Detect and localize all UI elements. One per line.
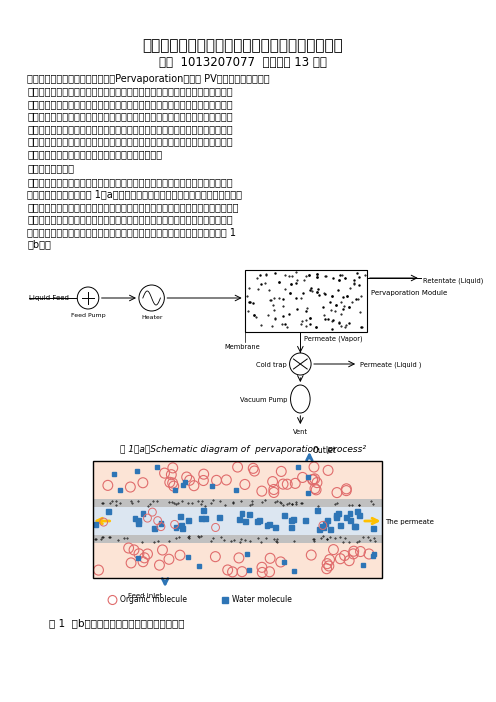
Bar [303,517,308,522]
Bar [248,512,252,517]
Text: 图 1（a）Schematic diagram of  pervaporation   process²: 图 1（a）Schematic diagram of pervaporation… [120,445,366,454]
Bar [328,526,333,531]
Bar [352,524,357,529]
Bar [357,512,362,517]
Bar [334,513,339,518]
Bar [93,543,381,578]
Bar [320,524,325,529]
Bar [316,527,321,532]
Text: 膜分离技术，以其高效、经济、安全、清洁等优点，在石油化工、医药、食品、: 膜分离技术，以其高效、经济、安全、清洁等优点，在石油化工、医药、食品、 [27,86,233,96]
Bar [136,517,141,522]
Text: The permeate: The permeate [385,519,434,525]
Bar [255,519,260,524]
Bar [289,517,294,523]
Bar [203,517,207,522]
Text: 滲透汽化是利用膜对液体混合物中各组分的溶解扩散性能的不同，实现组分: 滲透汽化是利用膜对液体混合物中各组分的溶解扩散性能的不同，实现组分 [27,177,233,187]
Bar [238,517,242,522]
Bar [344,515,349,519]
Text: Membrane: Membrane [225,344,260,350]
Bar [132,516,137,521]
Text: Heater: Heater [141,315,162,320]
Bar [152,526,157,531]
Text: Water molecule: Water molecule [232,595,292,604]
Bar [257,518,262,523]
Bar [282,512,287,517]
Text: 滲透汽化技术又称滲透蒸发（Pervaporation，简称 PV）技术作为一项新兴: 滲透汽化技术又称滲透蒸发（Pervaporation，简称 PV）技术作为一项新… [27,74,270,84]
Text: Pervaporation Module: Pervaporation Module [371,290,447,296]
Text: Outlet: Outlet [312,446,336,455]
Bar [240,511,245,516]
Bar [353,524,358,529]
Text: Permeate (Liquid ): Permeate (Liquid ) [360,362,422,369]
Text: 王雪  1013207077  化学工艺 13 级博: 王雪 1013207077 化学工艺 13 级博 [159,56,326,69]
Bar [159,521,163,526]
Bar [348,512,352,517]
Bar [93,461,381,578]
Bar [336,511,341,516]
Bar [178,514,183,519]
Text: 图 1  （b）有机溶剖脱水滲透汽化分离的原理: 图 1 （b）有机溶剖脱水滲透汽化分离的原理 [49,618,185,628]
Bar [106,509,111,514]
Bar [334,515,339,520]
Text: Vacuum Pump: Vacuum Pump [240,397,288,403]
Bar [245,270,367,332]
Text: Feed inlet: Feed inlet [128,593,162,599]
Bar [94,522,98,527]
Bar [93,499,381,507]
Text: 滲透汽化膜分离法在脱除汽油中有机硫化物的应用: 滲透汽化膜分离法在脱除汽油中有机硫化物的应用 [142,38,343,53]
Bar [291,517,296,522]
Bar [93,461,381,499]
Bar [140,511,145,516]
Bar [93,507,381,535]
Bar [371,526,376,531]
Bar [264,524,269,529]
Bar [289,525,294,530]
Text: Retentate (Liquid): Retentate (Liquid) [423,277,483,284]
Bar [315,508,319,512]
Bar [325,518,330,523]
Bar [338,523,343,528]
Text: 分离的一种膜过程，见图 1（a）。在滲透汽化过程中，料液侧（膜上游侧）通过: 分离的一种膜过程，见图 1（a）。在滲透汽化过程中，料液侧（膜上游侧）通过 [27,190,243,199]
Ellipse shape [291,385,310,413]
Text: Liquid Feed: Liquid Feed [29,295,69,301]
Text: 一、基本原理: 一、基本原理 [27,164,74,173]
Bar [174,525,179,530]
Circle shape [139,285,164,311]
Text: 在膜两侧组分分压差的推动下，各组分选择性地通过膜表面进行扩散，并在膜下: 在膜两侧组分分压差的推动下，各组分选择性地通过膜表面进行扩散，并在膜下 [27,215,233,225]
Text: 游侧汽化，最后通过冷凝的方式移出。有机溶剖脱水滲透汽化分离的原理见图 1: 游侧汽化，最后通过冷凝的方式移出。有机溶剖脱水滲透汽化分离的原理见图 1 [27,227,237,237]
Text: 难于完成的分离任务。它特别适用于蒸馏法难以分离或不能分离的近汸点、恒汸: 难于完成的分离任务。它特别适用于蒸馏法难以分离或不能分离的近汸点、恒汸 [27,124,233,134]
Circle shape [77,287,99,309]
Text: Feed Pump: Feed Pump [71,313,105,318]
Bar [136,521,140,526]
Bar [267,522,272,527]
Bar [355,509,360,514]
Bar [201,508,206,513]
Text: 加热提高待分离组分的分压，膜下游侧通常与真空泵相连，维持很低的组分分压，: 加热提高待分离组分的分压，膜下游侧通常与真空泵相连，维持很低的组分分压， [27,202,239,212]
Text: Organic molecule: Organic molecule [121,595,187,604]
Bar [186,517,190,522]
Text: Vent: Vent [293,429,308,435]
Text: 环保等领域广泛应用，成为目前膜分离研究领域的热点之一。该技术用于液体混: 环保等领域广泛应用，成为目前膜分离研究领域的热点之一。该技术用于液体混 [27,99,233,109]
Bar [348,518,353,523]
Bar [93,535,381,543]
Text: Permeate (Vapor): Permeate (Vapor) [304,336,363,343]
Bar [321,525,326,530]
Text: Cold trap: Cold trap [256,362,287,368]
Bar [217,515,222,520]
Circle shape [290,353,311,375]
Text: （b）。: （b）。 [27,239,51,249]
Bar [180,526,185,531]
Text: 少量有机污染物的分离具有明显的技术和经济优势。: 少量有机污染物的分离具有明显的技术和经济优势。 [27,149,163,159]
Bar [243,519,248,524]
Bar [323,521,328,526]
Bar [273,526,278,531]
Text: 点混合物及同分异构体的分离；对有机溶剖及混合溶剖中微量水的脱除及废水中: 点混合物及同分异构体的分离；对有机溶剖及混合溶剖中微量水的脱除及废水中 [27,136,233,147]
Bar [199,516,204,521]
Text: 合物的分离，其突出的优点是能够以低的能耗实现蒸馏、萌取、吸附等传统方法: 合物的分离，其突出的优点是能够以低的能耗实现蒸馏、萌取、吸附等传统方法 [27,112,233,121]
Bar [179,522,184,527]
